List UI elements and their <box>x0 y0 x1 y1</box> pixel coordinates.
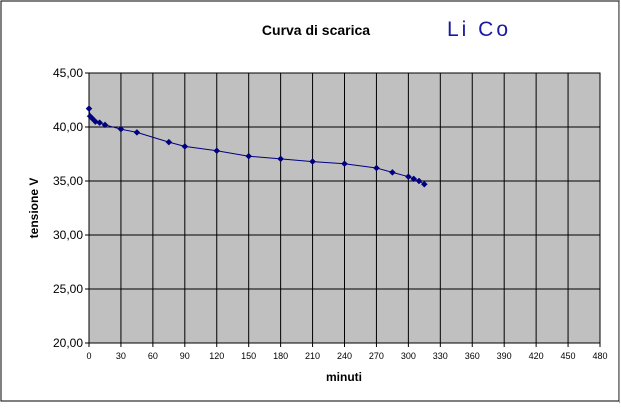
data-point <box>88 115 96 122</box>
x-tick-label: 330 <box>433 351 448 361</box>
x-tick-label: 30 <box>116 351 126 361</box>
data-point <box>373 164 380 172</box>
x-tick-label: 420 <box>529 351 544 361</box>
data-point <box>389 169 396 176</box>
data-point <box>101 121 109 129</box>
y-tick-label: 35,00 <box>53 174 83 188</box>
data-point <box>213 147 221 155</box>
data-point <box>133 129 141 136</box>
y-axis-label: tensione V <box>27 178 41 239</box>
x-tick-label: 270 <box>369 351 384 361</box>
x-tick-label: 60 <box>148 351 158 361</box>
y-tick-label: 25,00 <box>53 282 83 296</box>
y-tick-label: 20,00 <box>53 336 83 350</box>
series-group <box>85 105 428 188</box>
data-point <box>245 152 253 160</box>
x-tick-label: 300 <box>401 351 416 361</box>
x-axis-label: minuti <box>326 370 362 384</box>
x-tick-label: 480 <box>592 351 607 361</box>
y-tick-label: 30,00 <box>53 228 83 242</box>
y-tick-label: 40,00 <box>53 120 83 134</box>
data-point <box>165 138 173 146</box>
data-point <box>309 158 316 165</box>
data-point <box>410 175 418 183</box>
data-point <box>415 177 423 185</box>
x-tick-label: 120 <box>209 351 224 361</box>
data-point <box>420 180 428 188</box>
x-tick-label: 450 <box>561 351 576 361</box>
x-tick-label: 360 <box>465 351 480 361</box>
x-tick-label: 150 <box>241 351 256 361</box>
gridlines <box>89 73 600 343</box>
data-point <box>341 160 348 168</box>
data-point <box>85 105 93 112</box>
data-point <box>277 155 284 163</box>
x-tick-label: 180 <box>273 351 288 361</box>
data-point <box>405 173 412 181</box>
x-axis-ticks: 0 30 60 90 120 150 180 210 240 270 300 330 360 390 420… <box>86 343 608 361</box>
data-point <box>96 119 103 127</box>
chart-title: Curva di scarica <box>262 22 370 38</box>
x-tick-label: 240 <box>337 351 352 361</box>
x-tick-label: 90 <box>180 351 190 361</box>
x-tick-label: 0 <box>86 351 91 361</box>
data-point <box>117 125 125 133</box>
x-tick-label: 390 <box>497 351 512 361</box>
chemistry-annotation: Li Co <box>447 18 511 41</box>
y-tick-label: 45,00 <box>53 66 83 80</box>
x-tick-label: 210 <box>305 351 320 361</box>
y-axis-ticks: 20,00 25,00 30,00 35,00 40,00 45,00 <box>53 66 89 350</box>
data-point <box>181 143 189 150</box>
